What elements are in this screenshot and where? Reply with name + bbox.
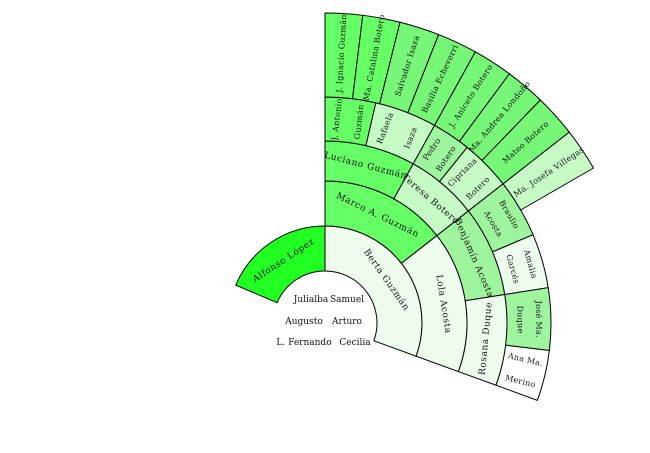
fan-segments [235, 12, 595, 401]
label-jose-ma-duque-line2: Duque [515, 305, 524, 333]
label-jose-ma-duque-line1: José Ma. [534, 300, 544, 338]
center-name: L. Fernando [276, 338, 331, 348]
center-name: Julialba [293, 295, 329, 305]
label-j-antonio-guzman-line2: Guzmán [353, 104, 366, 140]
center-name: Cecilia [339, 338, 371, 348]
center-name: Samuel [330, 295, 364, 305]
center-name: Arturo [331, 317, 362, 327]
center-block: Julialba Samuel Augusto Arturo L. Fernando Ce… [276, 295, 371, 348]
center-name: Augusto [284, 317, 323, 327]
segment-ana-ma-merino [495, 344, 550, 401]
segment-ma-josefa-villegas [502, 131, 595, 211]
